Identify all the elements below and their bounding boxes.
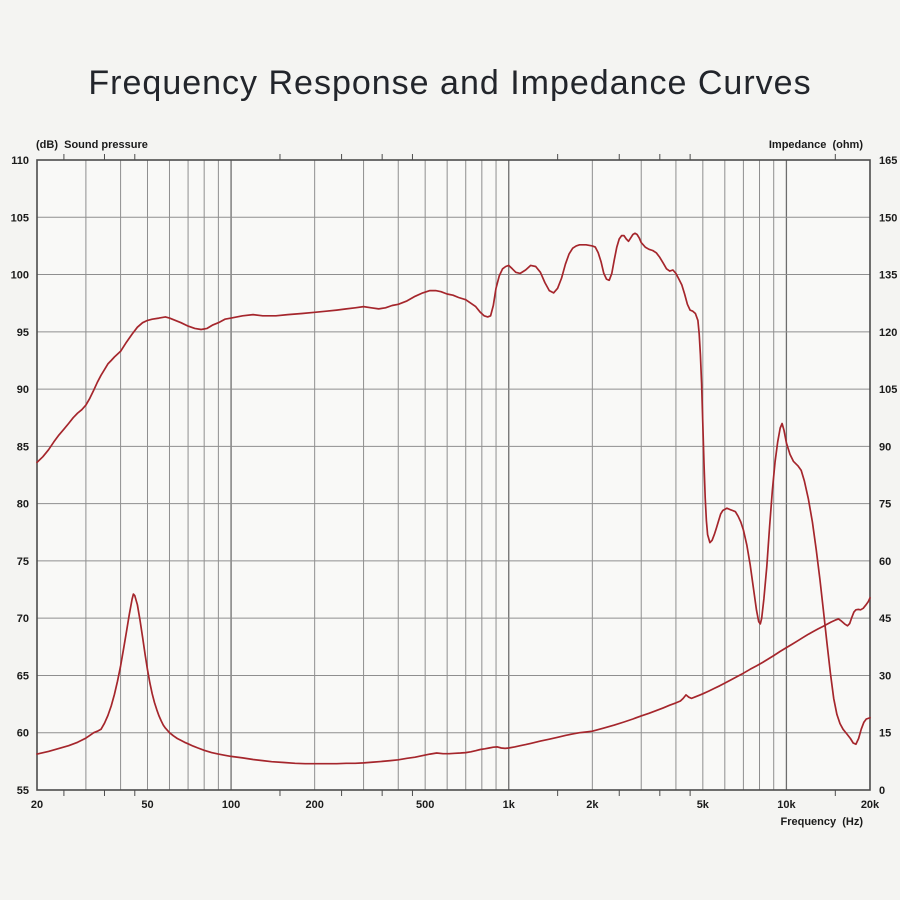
right-tick-label: 0 <box>879 785 885 797</box>
right-tick-label: 60 <box>879 556 891 568</box>
x-tick-label: 2k <box>586 799 599 811</box>
left-tick-label: 95 <box>17 327 29 339</box>
left-tick-label: 105 <box>11 212 29 224</box>
plot-border <box>36 159 871 791</box>
chart-canvas: 1101051009590858075706560551651501351201… <box>11 139 898 828</box>
left-axis-title: (dB) Sound pressure <box>36 139 148 151</box>
x-tick-label: 50 <box>141 799 153 811</box>
x-axis-tick-labels: 20 50 100 200 500 1k 2k 5k 10k 20k <box>31 799 880 811</box>
right-tick-label: 90 <box>879 441 891 453</box>
left-tick-label: 75 <box>17 556 29 568</box>
right-tick-label: 165 <box>879 155 897 167</box>
sound-pressure-curve <box>36 232 871 746</box>
right-tick-label: 150 <box>879 212 897 224</box>
left-tick-label: 110 <box>11 155 29 167</box>
right-tick-label: 105 <box>879 384 897 396</box>
right-tick-label: 30 <box>879 670 891 682</box>
left-tick-label: 60 <box>17 728 29 740</box>
axis-titles: (dB) Sound pressure Impedance (ohm) Freque… <box>36 139 863 828</box>
right-tick-label: 120 <box>879 327 897 339</box>
left-axis-tick-labels: 110 105 100 95 90 85 80 75 70 65 60 55 <box>11 155 29 797</box>
right-axis-title: Impedance (ohm) <box>769 139 863 151</box>
left-tick-label: 90 <box>17 384 29 396</box>
left-tick-label: 55 <box>17 785 29 797</box>
x-axis-title: Frequency (Hz) <box>780 816 863 828</box>
x-tick-label: 5k <box>697 799 710 811</box>
minor-ticks <box>63 154 836 796</box>
plot-area <box>37 160 870 790</box>
left-tick-label: 100 <box>11 270 29 282</box>
x-tick-label: 20 <box>31 799 43 811</box>
left-tick-label: 85 <box>17 441 29 453</box>
x-tick-label: 20k <box>861 799 880 811</box>
left-tick-label: 80 <box>17 499 29 511</box>
grid <box>36 160 871 790</box>
right-tick-label: 15 <box>879 728 891 740</box>
right-tick-label: 75 <box>879 499 891 511</box>
impedance-curve <box>36 593 871 765</box>
page-title: Frequency Response and Impedance Curves <box>88 64 812 102</box>
x-tick-label: 200 <box>305 799 323 811</box>
right-tick-label: 135 <box>879 270 897 282</box>
x-tick-label: 1k <box>503 799 516 811</box>
left-tick-label: 65 <box>17 670 29 682</box>
left-tick-label: 70 <box>17 613 29 625</box>
right-tick-label: 45 <box>879 613 891 625</box>
x-tick-label: 500 <box>416 799 434 811</box>
frequency-response-chart: 110 105 100 95 90 85 80 75 70 65 60 55 165 150 135 120 1… <box>0 130 900 860</box>
x-tick-label: 100 <box>222 799 240 811</box>
x-tick-label: 10k <box>777 799 796 811</box>
